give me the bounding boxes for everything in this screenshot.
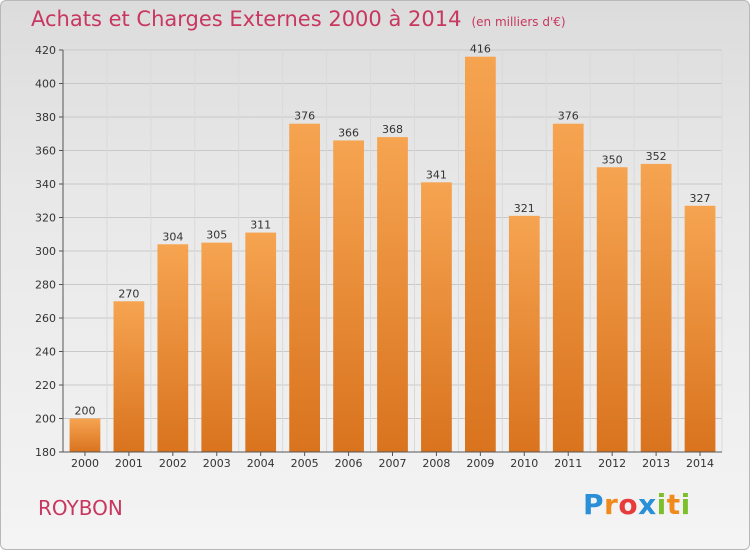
- x-tick-label: 2014: [686, 457, 714, 470]
- x-tick-label: 2006: [335, 457, 363, 470]
- bars: [69, 56, 716, 452]
- data-label: 352: [646, 150, 667, 163]
- y-tick-label: 420: [35, 44, 56, 57]
- y-tick-label: 320: [35, 212, 56, 225]
- bar: [377, 137, 408, 452]
- data-label: 416: [470, 43, 491, 56]
- y-tick-label: 400: [35, 78, 56, 91]
- bar: [464, 56, 496, 452]
- y-tick-label: 220: [35, 379, 56, 392]
- bar: [552, 123, 584, 452]
- data-label: 368: [382, 123, 403, 136]
- data-label: 311: [250, 219, 271, 232]
- x-tick-label: 2005: [291, 457, 319, 470]
- data-label: 376: [294, 110, 315, 123]
- x-tick-label: 2003: [203, 457, 231, 470]
- x-tick-label: 2007: [379, 457, 407, 470]
- x-tick-label: 2013: [642, 457, 670, 470]
- data-label: 341: [426, 168, 447, 181]
- x-tick-label: 2012: [598, 457, 626, 470]
- bar: [113, 301, 145, 452]
- x-tick-label: 2001: [115, 457, 143, 470]
- logo-letter: x: [638, 488, 657, 521]
- bar: [245, 232, 277, 452]
- x-tick-label: 2004: [247, 457, 275, 470]
- bar: [289, 123, 321, 452]
- logo-letter: P: [583, 488, 605, 521]
- x-tick-label: 2010: [510, 457, 538, 470]
- bar: [157, 244, 189, 452]
- y-tick-label: 380: [35, 111, 56, 124]
- y-tick-label: 340: [35, 178, 56, 191]
- data-label: 376: [558, 110, 579, 123]
- bar: [69, 418, 101, 452]
- chart-title-text: Achats et Charges Externes 2000 à 2014: [31, 7, 462, 31]
- y-tick-label: 240: [35, 346, 56, 359]
- bar: [508, 215, 540, 452]
- logo-letter: r: [604, 488, 619, 521]
- axes: [59, 49, 722, 456]
- data-label: 366: [338, 126, 359, 139]
- y-tick-label: 260: [35, 312, 56, 325]
- logo-letter: i: [656, 488, 667, 521]
- bar: [684, 205, 716, 452]
- data-label: 350: [602, 153, 623, 166]
- logo-letter: i: [680, 488, 691, 521]
- chart-title: Achats et Charges Externes 2000 à 2014 (e…: [31, 7, 566, 31]
- bar: [201, 242, 233, 452]
- logo-letter: o: [618, 488, 639, 521]
- y-tick-label: 180: [35, 446, 56, 459]
- bar: [333, 140, 364, 452]
- logo-letter: t: [666, 488, 681, 521]
- x-tick-label: 2011: [554, 457, 582, 470]
- data-label: 327: [690, 192, 711, 205]
- data-label: 270: [118, 287, 139, 300]
- data-label: 200: [74, 405, 95, 418]
- y-tick-label: 360: [35, 145, 56, 158]
- proxiti-logo[interactable]: Proxiti: [583, 488, 691, 521]
- y-tick-label: 280: [35, 279, 56, 292]
- y-tick-label: 200: [35, 413, 56, 426]
- data-label: 321: [514, 202, 535, 215]
- x-tick-label: 2002: [159, 457, 187, 470]
- bar: [596, 167, 628, 452]
- bar: [421, 182, 452, 452]
- y-tick-label: 300: [35, 245, 56, 258]
- place-name: ROYBON: [38, 496, 123, 520]
- data-label: 304: [162, 230, 183, 243]
- x-tick-label: 2009: [466, 457, 494, 470]
- chart-subtitle: (en milliers d'€): [471, 15, 566, 29]
- x-tick-label: 2000: [71, 457, 99, 470]
- data-label: 305: [206, 229, 227, 242]
- labels: 180 200 220 240 260 280 300 320 340 360 380 400 420 2…: [35, 43, 714, 470]
- x-tick-label: 2008: [422, 457, 450, 470]
- bar: [640, 163, 672, 452]
